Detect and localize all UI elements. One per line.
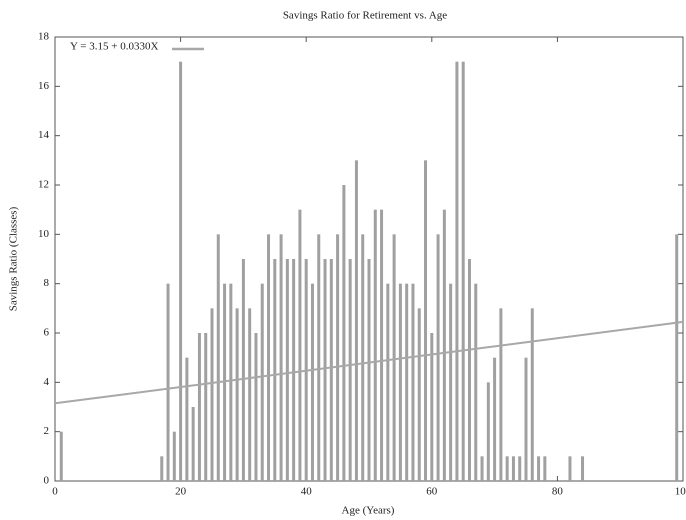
bar xyxy=(279,234,283,481)
bar xyxy=(675,234,679,481)
bar xyxy=(179,61,183,482)
bar xyxy=(436,234,440,481)
y-tick-label: 18 xyxy=(38,31,50,43)
bar xyxy=(581,456,585,481)
x-axis-title: Age (Years) xyxy=(342,505,395,517)
x-tick-label: 40 xyxy=(301,486,313,498)
bar xyxy=(348,259,352,481)
y-tick-label: 14 xyxy=(38,129,50,141)
x-tick-label: 60 xyxy=(426,486,438,498)
bar xyxy=(323,259,327,481)
bar xyxy=(172,431,176,481)
bar xyxy=(486,382,490,481)
bar xyxy=(204,333,208,481)
bar xyxy=(336,234,340,481)
bar xyxy=(505,456,509,481)
bar xyxy=(329,259,333,481)
bar xyxy=(191,407,195,481)
bar xyxy=(310,283,314,481)
bar xyxy=(499,308,503,481)
bar xyxy=(317,234,321,481)
bar xyxy=(398,283,402,481)
bar xyxy=(467,259,471,481)
bar xyxy=(216,234,220,481)
bar xyxy=(223,283,227,481)
bar xyxy=(59,431,63,481)
bar xyxy=(342,185,346,481)
bar xyxy=(424,160,428,482)
fit-line xyxy=(54,320,684,405)
bar xyxy=(210,308,214,481)
bar xyxy=(568,456,572,481)
bar xyxy=(449,283,453,481)
x-tick-label: 0 xyxy=(52,486,58,498)
y-axis-title: Savings Ratio (Classes) xyxy=(8,206,20,311)
x-tick-label: 80 xyxy=(552,486,564,498)
bar xyxy=(273,259,277,481)
y-tick-label: 4 xyxy=(44,376,50,388)
bar xyxy=(166,283,170,481)
bar xyxy=(292,259,296,481)
bar xyxy=(455,61,459,482)
bar xyxy=(405,283,409,481)
chart-title: Savings Ratio for Retirement vs. Age xyxy=(283,10,447,22)
y-tick-label: 0 xyxy=(44,475,50,487)
bar xyxy=(235,308,239,481)
y-tick-label: 10 xyxy=(38,228,50,240)
bar xyxy=(480,456,484,481)
y-tick-label: 6 xyxy=(44,327,50,339)
bar xyxy=(530,308,534,481)
bar xyxy=(354,160,358,482)
bar xyxy=(380,209,384,481)
bar xyxy=(417,308,421,481)
bar xyxy=(241,259,245,481)
bar xyxy=(392,234,396,481)
bar xyxy=(493,357,497,481)
bar xyxy=(267,234,271,481)
bar xyxy=(461,61,465,482)
bar xyxy=(474,283,478,481)
bar xyxy=(442,209,446,481)
bar xyxy=(229,283,233,481)
bar xyxy=(543,456,547,481)
y-tick-label: 16 xyxy=(38,80,50,92)
bar xyxy=(373,209,377,481)
y-tick-label: 12 xyxy=(38,179,49,191)
bar xyxy=(367,259,371,481)
bar xyxy=(361,234,365,481)
bar xyxy=(524,357,528,481)
bar xyxy=(518,456,522,481)
bar xyxy=(248,308,252,481)
x-tick-label: 100 xyxy=(675,486,686,498)
bar xyxy=(411,283,415,481)
x-tick-label: 20 xyxy=(175,486,187,498)
bar xyxy=(298,209,302,481)
bar xyxy=(511,456,515,481)
bar xyxy=(185,357,189,481)
bar xyxy=(260,283,264,481)
bar xyxy=(386,283,390,481)
bar xyxy=(160,456,164,481)
bar xyxy=(197,333,201,481)
bar xyxy=(537,456,541,481)
y-tick-label: 8 xyxy=(44,277,50,289)
y-tick-label: 2 xyxy=(44,425,50,437)
bar xyxy=(285,259,289,481)
bar xyxy=(254,333,258,481)
bar xyxy=(430,333,434,481)
legend-label: Y = 3.15 + 0.0330X xyxy=(70,41,158,53)
